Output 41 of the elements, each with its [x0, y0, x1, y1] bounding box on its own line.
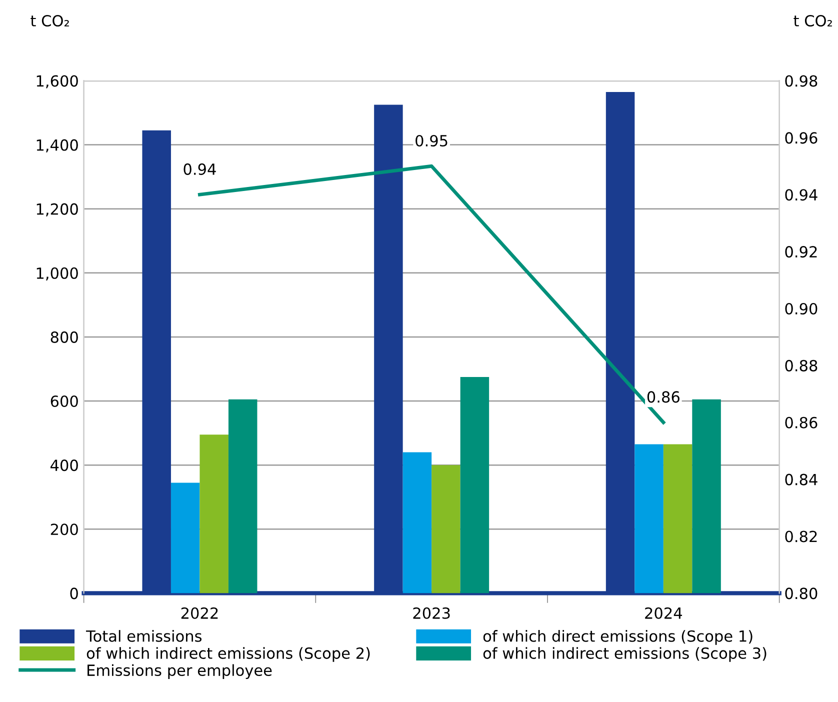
legend-label: of which direct emissions (Scope 1) [483, 630, 752, 645]
data-label: 0.95 [416, 134, 448, 147]
y-tick-label: 800 [50, 331, 78, 343]
legend-label: of which indirect emissions (Scope 2) [86, 647, 370, 662]
y-tick-label: 400 [50, 460, 78, 472]
x-tick-label: 2023 [413, 607, 450, 619]
y-tick-label: 600 [50, 395, 78, 408]
y-axis-title: t CO₂ [30, 14, 69, 27]
y2-tick-label: 0.98 [785, 75, 818, 87]
bar [692, 399, 721, 594]
y2-tick-label: 0.92 [785, 246, 817, 258]
legend-label: Total emissions [86, 630, 202, 642]
bar [200, 434, 228, 594]
y2-tick-label: 0.94 [785, 189, 818, 201]
x-tick-label: 2024 [645, 607, 682, 619]
bar [460, 376, 490, 594]
y-tick-label: 1,400 [36, 139, 78, 152]
bar [663, 444, 692, 594]
x-tick-label: 2022 [181, 607, 218, 619]
y2-tick-label: 0.90 [785, 302, 818, 315]
y2-tick-label: 0.84 [785, 474, 818, 486]
bar [634, 444, 664, 594]
y2-tick-label: 0.96 [785, 132, 818, 144]
y-tick-label: 200 [50, 524, 78, 536]
y2-tick-label: 0.86 [785, 416, 818, 428]
bar [432, 465, 460, 594]
y-tick-label: 1,200 [36, 203, 78, 216]
y2-axis-title: t CO₂ [794, 14, 832, 27]
y-tick-label: 1,600 [36, 75, 78, 88]
data-label: 0.94 [184, 163, 216, 175]
legend-label: of which indirect emissions (Scope 3) [483, 647, 766, 662]
data-label: 0.86 [647, 391, 680, 403]
legend-label: Emissions per employee [88, 664, 272, 679]
bar [402, 452, 432, 594]
bar [170, 482, 200, 594]
y-tick-label: 1,000 [36, 267, 78, 280]
y2-tick-label: 0.88 [785, 360, 818, 372]
y2-tick-label: 0.82 [785, 530, 817, 542]
y2-tick-label: 0.80 [785, 588, 818, 600]
y-tick-label: 0 [70, 588, 78, 600]
bar [228, 399, 258, 594]
